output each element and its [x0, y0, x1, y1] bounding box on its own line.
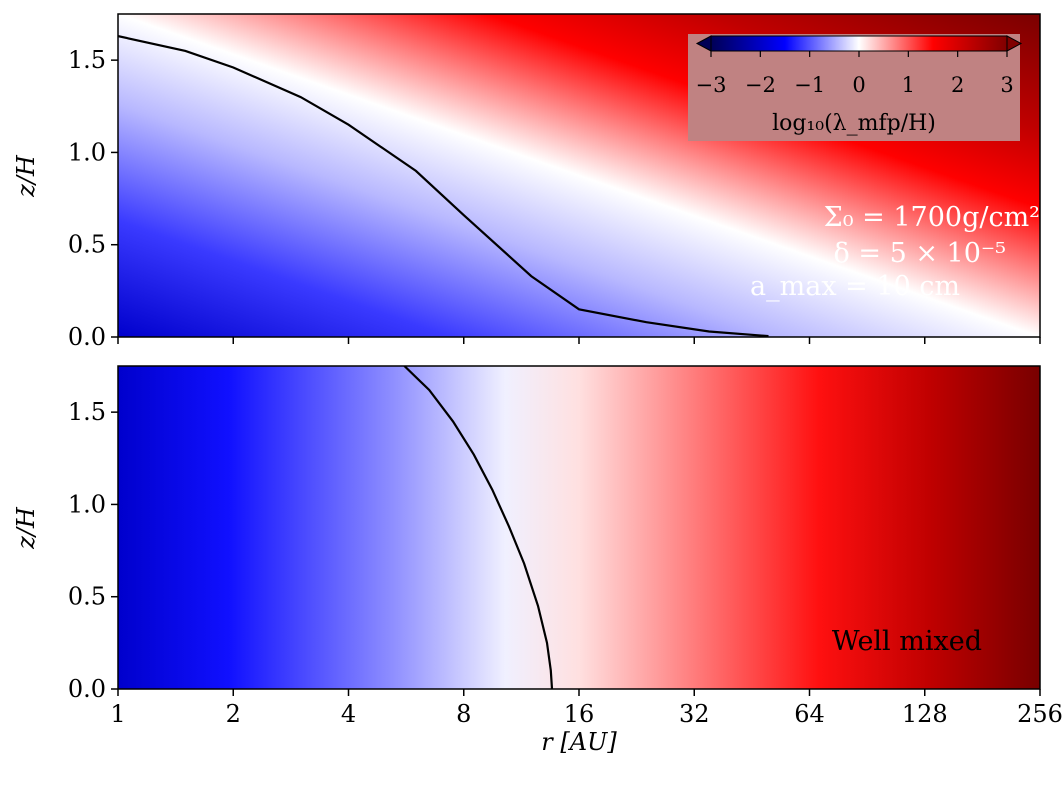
- bottom-contour-line: [403, 366, 554, 689]
- y-tick-label: 1.5: [68, 398, 106, 426]
- colorbar-label: log₁₀(λ_mfp/H): [772, 111, 936, 136]
- annotation-amax: a_max = 10 cm: [750, 271, 960, 302]
- top-ylabel: z/H: [12, 154, 40, 198]
- annotation-sigma: Σ₀ = 1700g/cm²: [824, 202, 1040, 233]
- y-tick-label: 0.0: [68, 675, 106, 703]
- colorbar-tick-label: 3: [1000, 73, 1013, 97]
- colorbar-tick-label: −1: [794, 73, 825, 97]
- x-tick-label: 256: [1017, 700, 1062, 728]
- colorbar-ticks: −3 −2 −1 0 1 2 3: [696, 51, 1014, 97]
- colorbar-extend-high: [1006, 35, 1023, 52]
- y-tick-label: 1.0: [68, 138, 106, 166]
- y-tick-label: 1.0: [68, 490, 106, 518]
- top-x-tickmarks: [117, 337, 1041, 344]
- colorbar-extend-low: [695, 35, 712, 52]
- bottom-panel: 0.0 0.5 1.0 1.5 1 2 4 8 16 32 64 128 256 z/H r [AU]…: [12, 365, 1062, 756]
- y-tick-label: 0.5: [68, 583, 106, 611]
- colorbar-background: [688, 34, 1020, 141]
- x-tick-label: 64: [794, 700, 825, 728]
- colorbar-tick-label: −2: [745, 73, 776, 97]
- top-y-ticks: 0.0 0.5 1.0 1.5: [68, 46, 118, 351]
- annotation-well-mixed: Well mixed: [832, 626, 982, 657]
- x-tick-label: 4: [341, 700, 356, 728]
- colorbar-tick-label: −3: [696, 73, 727, 97]
- bottom-y-ticks: 0.0 0.5 1.0 1.5: [68, 398, 118, 703]
- colorbar-gradient: [710, 35, 1008, 52]
- top-contour-line: [118, 35, 769, 337]
- y-tick-label: 0.5: [68, 231, 106, 259]
- bottom-xlabel: r [AU]: [541, 728, 617, 756]
- top-panel: 0.0 0.5 1.0 1.5 z/H −3 −2 −1 0 1 2 3 log₁₀(λ_mfp/…: [12, 13, 1041, 351]
- x-tick-label: 32: [679, 700, 710, 728]
- colorbar-inset: −3 −2 −1 0 1 2 3 log₁₀(λ_mfp/H): [688, 34, 1023, 141]
- bottom-x-ticks: 1 2 4 8 16 32 64 128 256: [110, 689, 1062, 728]
- x-tick-label: 128: [902, 700, 948, 728]
- x-tick-label: 1: [110, 700, 125, 728]
- x-tick-label: 2: [226, 700, 241, 728]
- colorbar-tick-label: 1: [902, 73, 915, 97]
- y-tick-label: 0.0: [68, 323, 106, 351]
- colorbar-tick-label: 0: [852, 73, 865, 97]
- annotation-delta: δ = 5 × 10⁻⁵: [834, 238, 1006, 269]
- colorbar-tick-label: 2: [951, 73, 964, 97]
- bottom-heatmap: [118, 366, 1040, 689]
- y-tick-label: 1.5: [68, 46, 106, 74]
- bottom-ylabel: z/H: [12, 506, 40, 550]
- x-tick-label: 8: [456, 700, 471, 728]
- x-tick-label: 16: [564, 700, 595, 728]
